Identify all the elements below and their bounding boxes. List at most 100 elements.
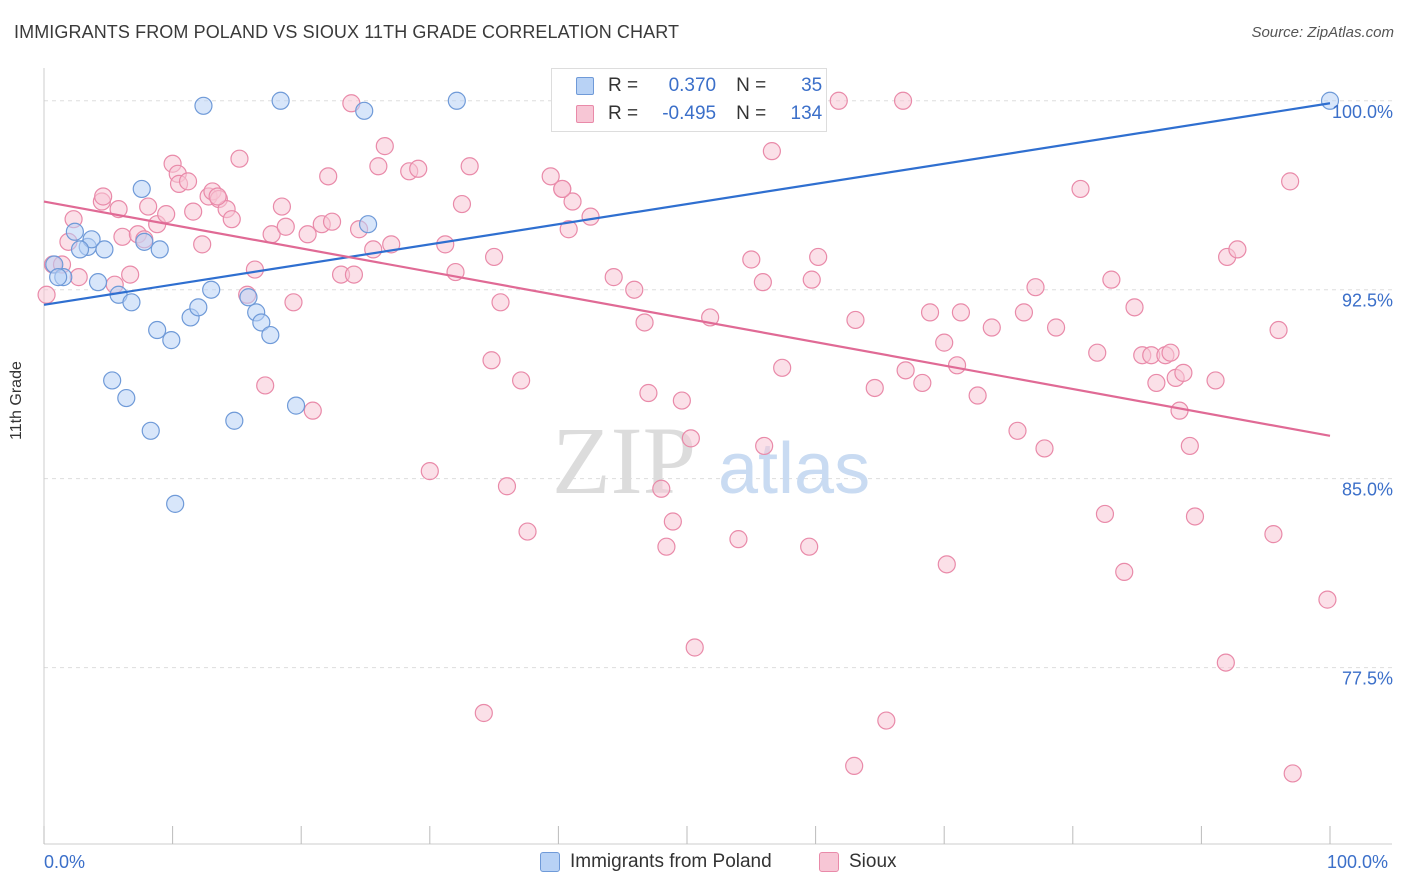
sioux-point — [1216, 653, 1235, 672]
sioux-point — [1035, 439, 1054, 458]
chart-title: IMMIGRANTS FROM POLAND VS SIOUX 11TH GRA… — [14, 22, 680, 42]
poland-point — [95, 240, 114, 259]
sioux-point — [604, 268, 623, 287]
sioux-point — [639, 383, 658, 403]
sioux-point — [491, 293, 510, 312]
sioux-point — [193, 235, 212, 254]
sioux-point — [1026, 278, 1045, 297]
sioux-point — [1281, 172, 1300, 191]
sioux-point — [809, 247, 828, 267]
sioux-point — [672, 391, 691, 410]
series-label-sioux: Sioux — [849, 851, 897, 872]
sioux-point — [121, 265, 140, 284]
sioux-point — [913, 373, 932, 393]
sioux-point — [920, 303, 940, 322]
sioux-point — [460, 157, 479, 176]
trend-lines — [43, 102, 1331, 437]
poland-point — [122, 293, 141, 312]
sioux-point — [625, 280, 644, 299]
sioux-point — [497, 477, 517, 496]
series-swatch-sioux — [819, 852, 839, 872]
sioux-point — [245, 260, 265, 279]
sioux-point — [474, 703, 493, 723]
watermark: ZIP atlas — [552, 407, 870, 514]
poland-point — [88, 273, 108, 292]
poland-point — [355, 101, 374, 120]
sioux-point — [184, 202, 203, 221]
sioux-point — [485, 247, 504, 267]
sioux-point — [729, 530, 748, 549]
sioux-point — [1147, 373, 1166, 393]
sioux-point — [482, 351, 501, 370]
sioux-point — [37, 285, 56, 304]
sioux-point — [742, 250, 761, 269]
sioux-point — [1008, 421, 1027, 440]
legend-row-sioux: R = -0.495 N = 134 — [576, 102, 822, 126]
y-axis-label: 11th Grade — [8, 361, 25, 440]
poland-point — [65, 222, 84, 241]
legend-r-label: R = — [608, 75, 639, 96]
series-legend-sioux: Sioux — [819, 851, 897, 873]
sioux-point — [139, 197, 158, 216]
sioux-point — [375, 137, 394, 156]
sioux-point — [681, 429, 700, 448]
sioux-point — [452, 194, 472, 214]
poland-point — [150, 240, 169, 259]
poland-point — [261, 325, 280, 345]
poland-point — [148, 320, 167, 340]
poland-point — [239, 288, 258, 307]
sioux-point — [563, 192, 582, 211]
legend-r-value-sioux: -0.495 — [662, 103, 717, 124]
sioux-point — [635, 313, 654, 332]
poland-point — [286, 396, 306, 415]
sioux-point — [935, 333, 954, 352]
sioux-point — [1102, 270, 1121, 289]
sioux-point — [685, 638, 704, 657]
poland-point — [252, 313, 271, 332]
sioux-point — [663, 512, 682, 531]
sioux-point — [947, 356, 967, 375]
poland-point — [132, 179, 151, 199]
sioux-point — [762, 142, 781, 161]
legend-row-poland: R = 0.370 N = 35 — [576, 74, 822, 98]
sioux-point — [1228, 240, 1247, 259]
poland-point — [70, 240, 90, 259]
y-tick-label: 85.0% — [1342, 480, 1393, 500]
poland-point — [358, 215, 378, 234]
sioux-point — [369, 157, 388, 176]
sioux-point — [1046, 318, 1066, 337]
watermark-zip: ZIP — [552, 407, 696, 514]
sioux-trend-line — [43, 200, 1331, 437]
sioux-point — [319, 167, 338, 186]
sioux-point — [436, 235, 455, 254]
sioux-point — [1269, 320, 1288, 340]
series-swatch-poland — [540, 852, 560, 872]
sioux-point — [541, 167, 560, 186]
sioux-point — [322, 212, 342, 231]
sioux-point — [755, 436, 774, 456]
sioux-point — [420, 462, 439, 481]
legend-n-value-sioux: 134 — [790, 103, 823, 124]
sioux-point — [937, 555, 956, 574]
sioux-point — [800, 537, 819, 556]
sioux-point — [968, 386, 987, 405]
poland-point — [225, 411, 244, 430]
sioux-point — [1071, 179, 1090, 199]
sioux-point — [409, 159, 428, 178]
sioux-point — [208, 187, 227, 206]
poland-point — [103, 371, 122, 390]
poland-point — [117, 388, 136, 408]
sioux-point — [1088, 343, 1107, 362]
legend-n-label: N = — [736, 75, 767, 96]
sioux-point — [657, 537, 676, 556]
sioux-point — [157, 205, 176, 224]
legend-r-value-poland: 0.370 — [668, 75, 717, 96]
legend-n-value-poland: 35 — [801, 75, 823, 96]
y-tick-label: 100.0% — [1332, 102, 1393, 122]
sioux-point — [303, 401, 322, 420]
poland-point — [135, 232, 154, 251]
sioux-point — [1318, 590, 1337, 609]
x-min-label: 0.0% — [44, 852, 86, 872]
sioux-point — [276, 217, 295, 236]
